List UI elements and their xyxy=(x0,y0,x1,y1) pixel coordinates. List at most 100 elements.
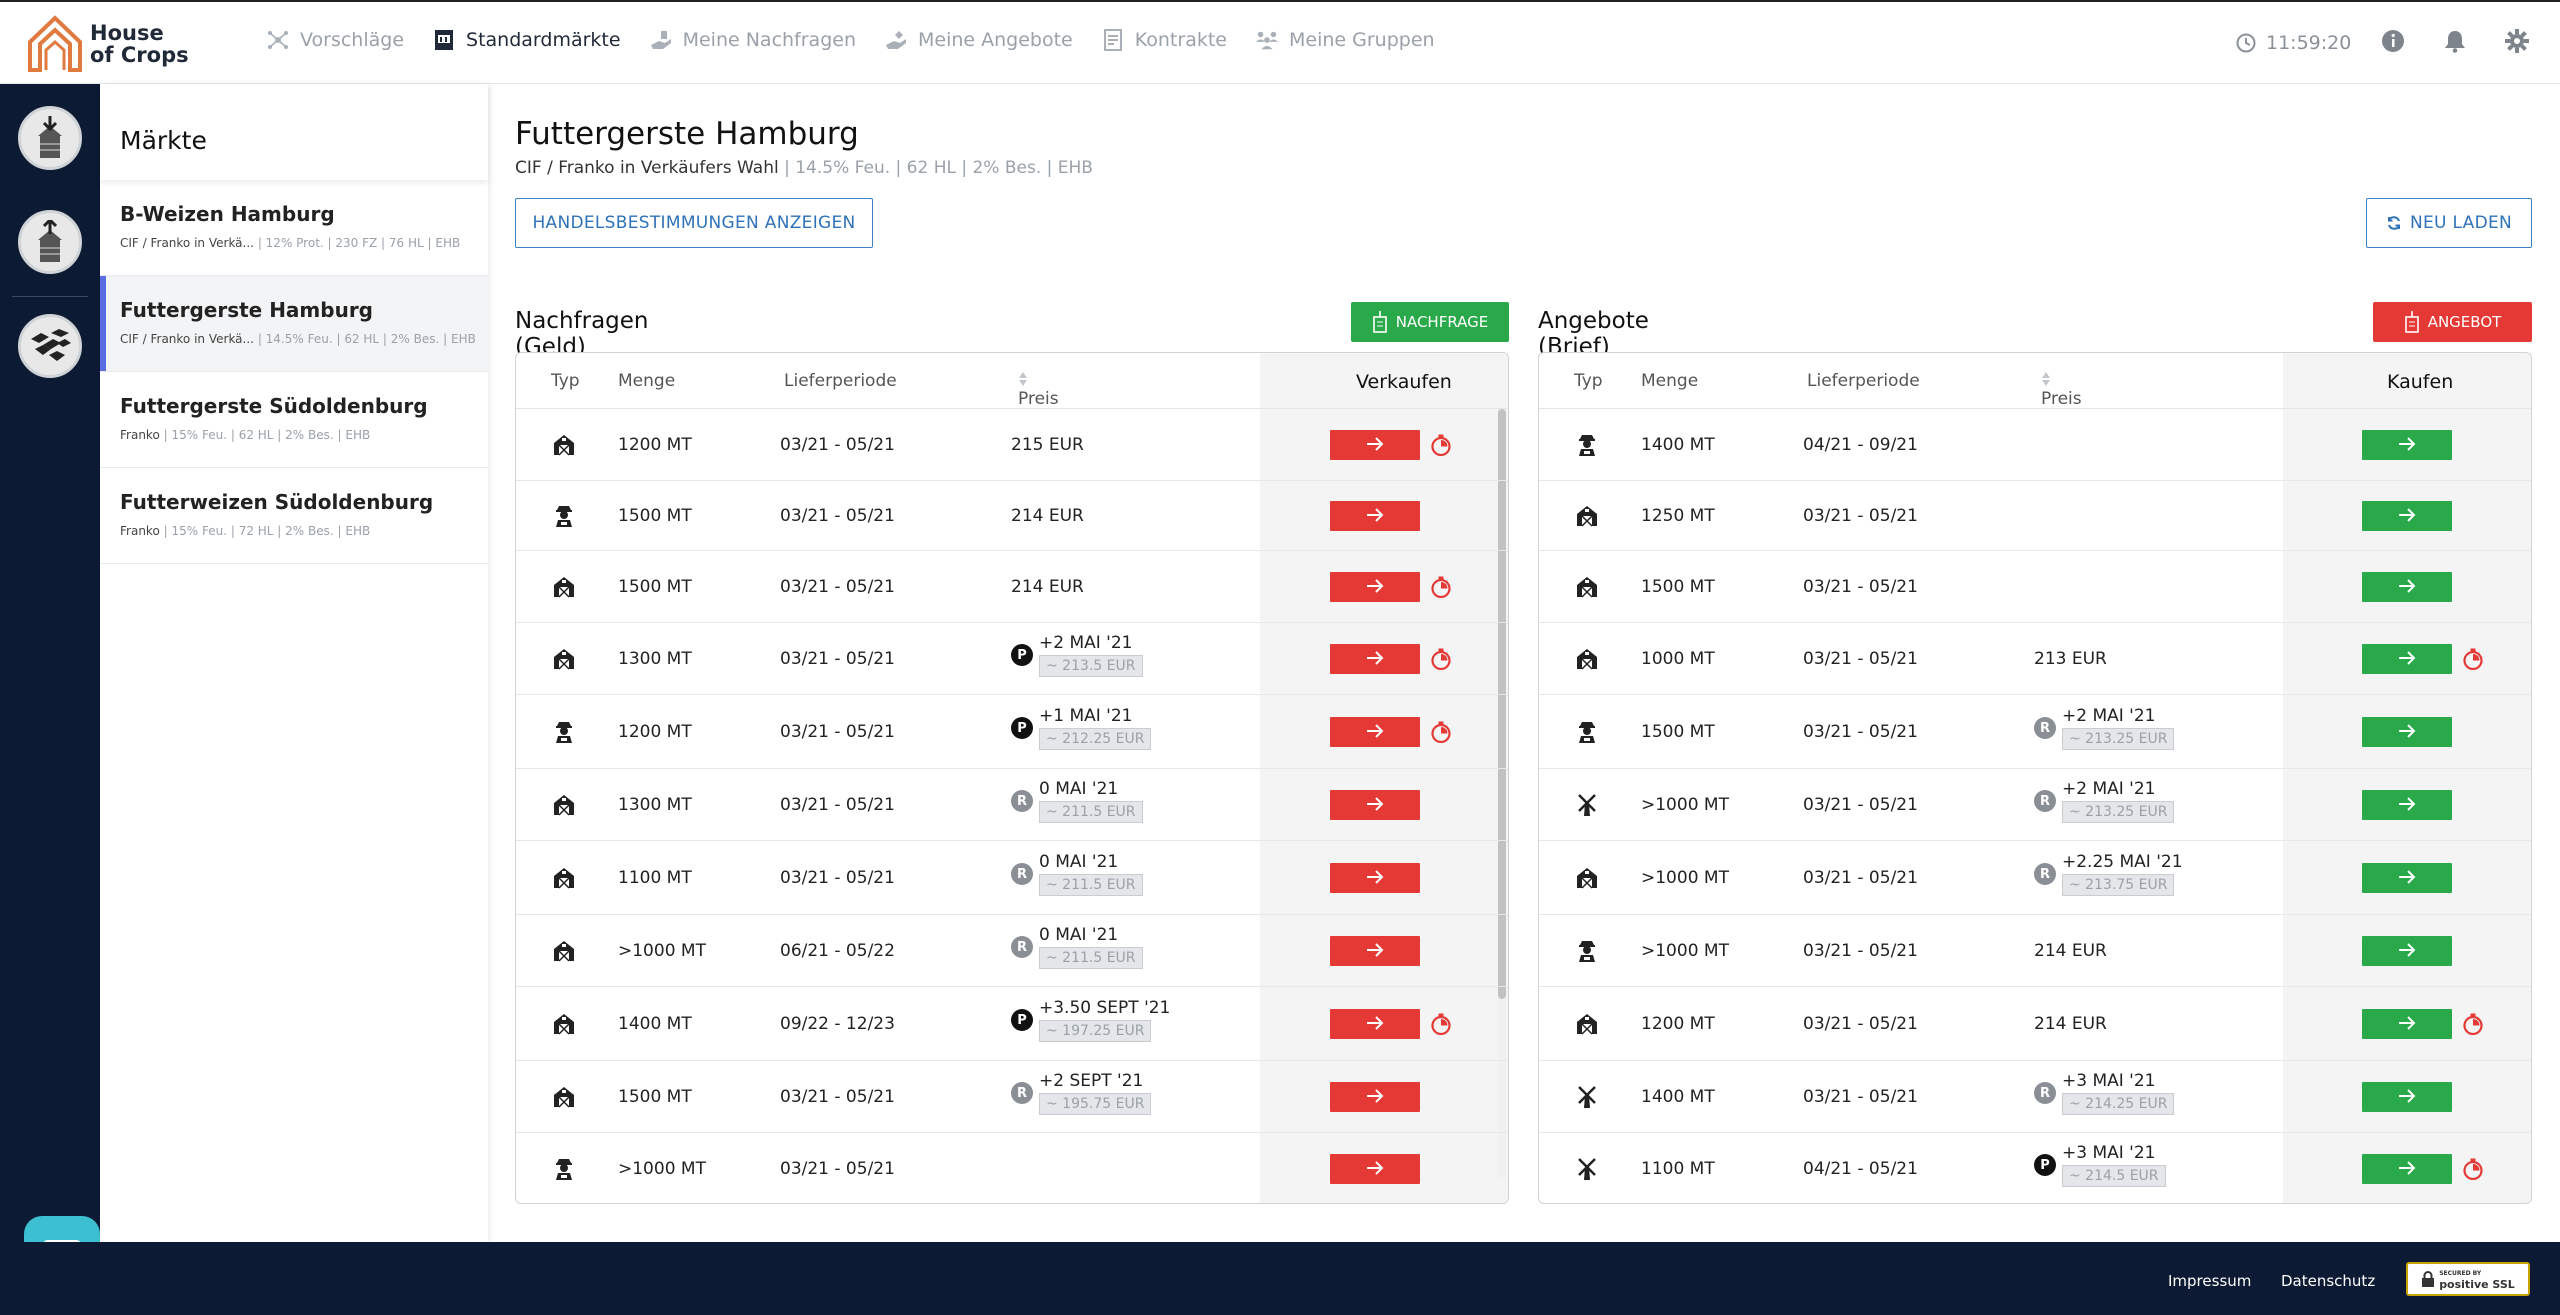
buy-button[interactable] xyxy=(2362,936,2452,966)
nav-kontrakte[interactable]: Kontrakte xyxy=(1101,28,1227,52)
price-estimate: ~ 213.5 EUR xyxy=(1039,655,1143,677)
trader-icon xyxy=(552,720,576,744)
buy-button[interactable] xyxy=(2362,572,2452,602)
price-premium: +1 MAI '21 xyxy=(1039,706,1133,726)
timer-icon xyxy=(2462,648,2484,671)
sell-button[interactable] xyxy=(1330,430,1420,460)
farm-icon xyxy=(552,1085,576,1109)
row-period: 03/21 - 05/21 xyxy=(1803,868,1918,888)
offer-doc-icon xyxy=(2404,311,2419,333)
nav-standardmaerkte[interactable]: Standardmärkte xyxy=(432,28,621,52)
price-premium: +2.25 MAI '21 xyxy=(2062,852,2183,872)
sidebar-sell-silo-button[interactable] xyxy=(18,210,82,274)
new-bid-button[interactable]: NACHFRAGE xyxy=(1351,302,1509,342)
buy-button[interactable] xyxy=(2362,1154,2452,1184)
reload-button[interactable]: NEU LADEN xyxy=(2366,198,2532,248)
sell-button[interactable] xyxy=(1330,1082,1420,1112)
market-item-futtergerste-suedoldenburg[interactable]: Futtergerste Südoldenburg Franko | 15% F… xyxy=(100,372,488,468)
row-price: P +3.50 SEPT '21 ~ 197.25 EUR xyxy=(1011,998,1170,1042)
impressum-link[interactable]: Impressum xyxy=(2168,1272,2252,1290)
trader-icon xyxy=(552,1157,576,1181)
row-quantity: 1200 MT xyxy=(1641,1014,1715,1034)
price-premium: 0 MAI '21 xyxy=(1039,925,1119,945)
sell-button[interactable] xyxy=(1330,863,1420,893)
sidebar-fields-button[interactable] xyxy=(18,314,82,378)
row-period: 03/21 - 05/21 xyxy=(780,1159,895,1179)
price-estimate: ~ 214.25 EUR xyxy=(2062,1093,2175,1115)
buy-button[interactable] xyxy=(2362,430,2452,460)
bids-scrollbar[interactable] xyxy=(1498,409,1506,1179)
buy-button[interactable] xyxy=(2362,863,2452,893)
sidebar-buy-silo-button[interactable] xyxy=(18,106,82,170)
price-type-badge: R xyxy=(2034,717,2056,739)
sell-button[interactable] xyxy=(1330,936,1420,966)
house-of-crops-logo[interactable]: House of Crops xyxy=(26,14,189,74)
bell-icon[interactable] xyxy=(2442,28,2468,54)
sell-button[interactable] xyxy=(1330,644,1420,674)
row-period: 06/21 - 05/22 xyxy=(780,941,895,961)
sell-button[interactable] xyxy=(1330,1154,1420,1184)
market-item-futtergerste-hamburg[interactable]: Futtergerste Hamburg CIF / Franko in Ver… xyxy=(100,276,488,372)
nav-vorschlaege[interactable]: Vorschläge xyxy=(266,28,404,52)
market-item-b-weizen-hamburg[interactable]: B-Weizen Hamburg CIF / Franko in Verkä..… xyxy=(100,180,488,276)
sell-button[interactable] xyxy=(1330,717,1420,747)
buy-button[interactable] xyxy=(2362,1009,2452,1039)
nav-meine-angebote[interactable]: Meine Angebote xyxy=(884,28,1073,52)
arrow-right-icon xyxy=(2398,941,2416,962)
col-preis-sort[interactable]: Preis xyxy=(1018,371,1059,409)
row-price: R +2 SEPT '21 ~ 195.75 EUR xyxy=(1011,1071,1152,1115)
row-price: 214 EUR xyxy=(1011,577,1084,597)
row-quantity: 1100 MT xyxy=(618,868,692,888)
left-sidebar xyxy=(0,84,100,1242)
col-preis-sort[interactable]: Preis xyxy=(2041,371,2082,409)
row-price: R +3 MAI '21 ~ 214.25 EUR xyxy=(2034,1071,2175,1115)
button-label: NEU LADEN xyxy=(2409,213,2513,233)
bids-table: Typ Menge Lieferperiode Preis Verkaufen … xyxy=(515,352,1509,1204)
arrow-right-icon xyxy=(2398,868,2416,889)
datenschutz-link[interactable]: Datenschutz xyxy=(2281,1272,2376,1290)
sort-icon xyxy=(2042,372,2050,386)
buy-button[interactable] xyxy=(2362,644,2452,674)
row-period: 09/22 - 12/23 xyxy=(780,1014,895,1034)
markets-title: Märkte xyxy=(100,84,488,180)
row-period: 03/21 - 05/21 xyxy=(1803,649,1918,669)
row-period: 03/21 - 05/21 xyxy=(780,868,895,888)
col-preis-label: Preis xyxy=(2041,389,2082,409)
buy-button[interactable] xyxy=(2362,1082,2452,1112)
sell-button[interactable] xyxy=(1330,790,1420,820)
sell-button[interactable] xyxy=(1330,501,1420,531)
sell-button[interactable] xyxy=(1330,572,1420,602)
price-estimate: ~ 195.75 EUR xyxy=(1039,1093,1152,1115)
scrollbar-thumb[interactable] xyxy=(1498,409,1506,999)
farm-icon xyxy=(1575,1012,1599,1036)
timer-icon xyxy=(1430,1013,1452,1036)
col-menge: Menge xyxy=(1641,371,1699,391)
nav-meine-nachfragen[interactable]: Meine Nachfragen xyxy=(649,28,856,52)
new-offer-button[interactable]: ANGEBOT xyxy=(2373,302,2532,342)
buy-button[interactable] xyxy=(2362,717,2452,747)
price-estimate: ~ 213.25 EUR xyxy=(2062,801,2175,823)
price-type-badge: R xyxy=(2034,863,2056,885)
nav-label: Vorschläge xyxy=(300,29,405,51)
info-icon[interactable] xyxy=(2380,28,2406,54)
nav-meine-gruppen[interactable]: Meine Gruppen xyxy=(1255,28,1435,52)
table-row: >1000 MT 03/21 - 05/21 214 EUR xyxy=(1539,915,2531,987)
col-typ: Typ xyxy=(551,371,580,391)
row-price: 214 EUR xyxy=(1011,506,1084,526)
arrow-right-icon xyxy=(1366,941,1384,962)
col-verkaufen: Verkaufen xyxy=(1356,371,1452,393)
mill-icon xyxy=(1575,1157,1599,1181)
col-kaufen: Kaufen xyxy=(2387,371,2454,393)
show-trade-rules-button[interactable]: HANDELSBESTIMMUNGEN ANZEIGEN xyxy=(515,198,873,248)
row-price: P +3 MAI '21 ~ 214.5 EUR xyxy=(2034,1143,2166,1187)
nav-label: Meine Nachfragen xyxy=(682,29,856,51)
house-logo-icon xyxy=(28,15,82,72)
offers-action-column xyxy=(2283,353,2531,1203)
market-item-details: | 12% Prot. | 230 FZ | 76 HL | EHB xyxy=(257,236,461,250)
gear-icon[interactable] xyxy=(2504,28,2530,54)
buy-button[interactable] xyxy=(2362,501,2452,531)
sell-button[interactable] xyxy=(1330,1009,1420,1039)
market-item-futterweizen-suedoldenburg[interactable]: Futterweizen Südoldenburg Franko | 15% F… xyxy=(100,468,488,564)
buy-button[interactable] xyxy=(2362,790,2452,820)
sidebar-divider xyxy=(12,296,88,297)
